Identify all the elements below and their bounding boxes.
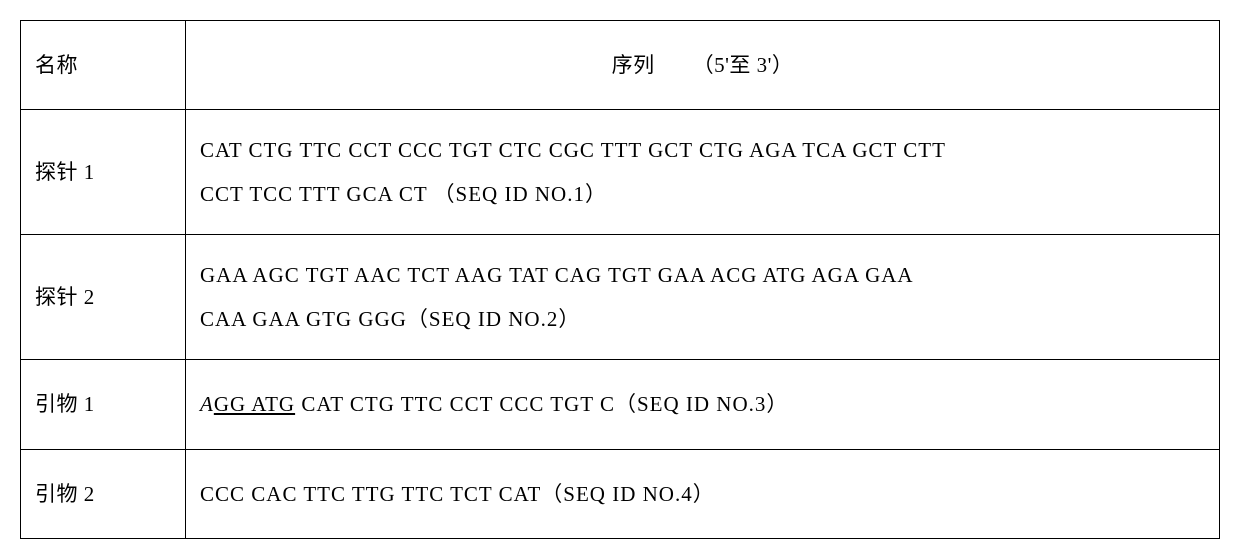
seq-line2: CAA GAA GTG GGG（SEQ ID NO.2）	[200, 307, 580, 331]
header-name-cell: 名称	[21, 21, 186, 110]
sequence-table: 名称 序列 （5'至 3'） 探针 1 CAT CTG TTC CCT CCC T…	[20, 20, 1220, 539]
table-row: 引物 1 AGG ATG CAT CTG TTC CCT CCC TGT C（S…	[21, 360, 1220, 449]
table-row: 引物 2 CCC CAC TTC TTG TTC TCT CAT（SEQ ID …	[21, 449, 1220, 538]
header-seq-cell: 序列 （5'至 3'）	[186, 21, 1220, 110]
row-name-cell: 探针 2	[21, 235, 186, 360]
header-seq-left: 序列	[612, 53, 655, 77]
table-header-row: 名称 序列 （5'至 3'）	[21, 21, 1220, 110]
table-row: 探针 2 GAA AGC TGT AAC TCT AAG TAT CAG TGT…	[21, 235, 1220, 360]
seq-line2: CCT TCC TTT GCA CT （SEQ ID NO.1）	[200, 182, 607, 206]
row-name-cell: 探针 1	[21, 110, 186, 235]
row-seq-cell: GAA AGC TGT AAC TCT AAG TAT CAG TGT GAA …	[186, 235, 1220, 360]
seq-line1: CAT CTG TTC CCT CCC TGT CTC CGC TTT GCT …	[200, 138, 946, 162]
row-name: 引物 1	[21, 360, 185, 448]
row-seq-cell: AGG ATG CAT CTG TTC CCT CCC TGT C（SEQ ID…	[186, 360, 1220, 449]
row-seq-cell: CAT CTG TTC CCT CCC TGT CTC CGC TTT GCT …	[186, 110, 1220, 235]
seq-underlined: GG ATG	[214, 392, 295, 416]
header-name-label: 名称	[21, 21, 185, 109]
seq-italic-prefix: A	[200, 392, 214, 416]
seq-rest: CAT CTG TTC CCT CCC TGT C（SEQ ID NO.3）	[295, 392, 788, 416]
header-seq-label: 序列 （5'至 3'）	[186, 21, 1219, 109]
row-seq: AGG ATG CAT CTG TTC CCT CCC TGT C（SEQ ID…	[186, 360, 1219, 448]
row-name-cell: 引物 1	[21, 360, 186, 449]
row-seq: CAT CTG TTC CCT CCC TGT CTC CGC TTT GCT …	[186, 110, 1219, 234]
header-seq-right: （5'至 3'）	[693, 53, 794, 77]
row-seq: GAA AGC TGT AAC TCT AAG TAT CAG TGT GAA …	[186, 235, 1219, 359]
row-seq-cell: CCC CAC TTC TTG TTC TCT CAT（SEQ ID NO.4）	[186, 449, 1220, 538]
row-name-cell: 引物 2	[21, 449, 186, 538]
seq-line1: GAA AGC TGT AAC TCT AAG TAT CAG TGT GAA …	[200, 263, 914, 287]
row-seq: CCC CAC TTC TTG TTC TCT CAT（SEQ ID NO.4）	[186, 450, 1219, 538]
row-name: 引物 2	[21, 450, 185, 538]
table-row: 探针 1 CAT CTG TTC CCT CCC TGT CTC CGC TTT…	[21, 110, 1220, 235]
row-name: 探针 2	[21, 257, 185, 337]
row-name: 探针 1	[21, 132, 185, 212]
